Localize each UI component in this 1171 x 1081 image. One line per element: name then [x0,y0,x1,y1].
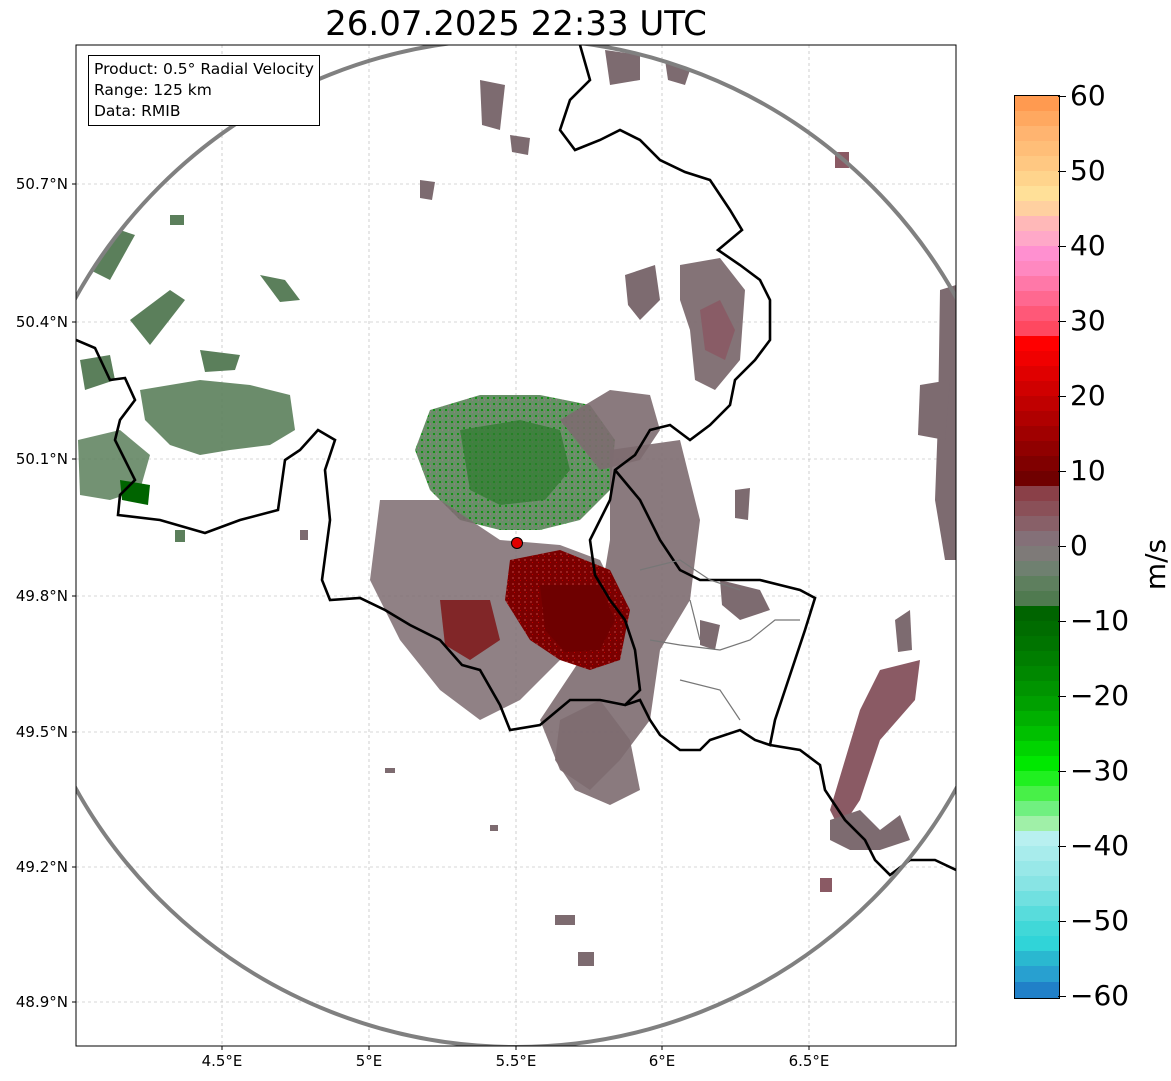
lat-label: 50.1°N [15,450,68,468]
colorbar-tick [1058,696,1066,697]
lon-label: 6.5°E [788,1052,830,1070]
lon-label: 4.5°E [201,1052,243,1070]
axis-ticks [72,183,810,1050]
colorbar-label: −10 [1070,604,1130,637]
data-source-line: Data: RMIB [94,102,181,120]
colorbar-label: 0 [1070,529,1088,562]
colorbar-tick [1058,546,1066,547]
colorbar-tick [1058,171,1066,172]
colorbar-label: 30 [1070,304,1106,337]
colorbar-tick [1058,771,1066,772]
lat-label: 50.4°N [15,313,68,331]
lat-label: 48.9°N [15,993,68,1011]
lat-label: 49.5°N [15,723,68,741]
colorbar-tick [1058,846,1066,847]
colorbar-tick [1058,921,1066,922]
colorbar-label: −40 [1070,829,1130,862]
internal-borders [639,559,800,721]
range-line: Range: 125 km [94,81,212,99]
borders [76,45,956,877]
radar-site-marker [511,537,523,549]
lon-label: 5°E [355,1052,383,1070]
colorbar-label: 60 [1070,79,1106,112]
lon-label: 6°E [648,1052,676,1070]
colorbar-label: 50 [1070,154,1106,187]
product-line: Product: 0.5° Radial Velocity [94,60,314,78]
colorbar-label: −50 [1070,904,1130,937]
colorbar [1014,95,1060,999]
colorbar-tick [1058,621,1066,622]
colorbar-label: −60 [1070,979,1130,1012]
colorbar-label: −20 [1070,679,1130,712]
colorbar-label: 20 [1070,379,1106,412]
colorbar-tick [1058,471,1066,472]
colorbar-tick [1058,396,1066,397]
colorbar-label: 40 [1070,229,1106,262]
radar-echoes [78,50,956,966]
map-title: 26.07.2025 22:33 UTC [325,4,707,44]
lat-label: 49.2°N [15,858,68,876]
lat-label: 50.7°N [15,175,68,193]
colorbar-tick [1058,246,1066,247]
lat-label: 49.8°N [15,587,68,605]
product-info-box: Product: 0.5° Radial Velocity Range: 125… [88,55,320,126]
colorbar-tick [1058,321,1066,322]
colorbar-tick [1058,996,1066,997]
colorbar-unit-label: m/s [1139,538,1171,591]
colorbar-tick [1058,96,1066,97]
lon-label: 5.5°E [495,1052,537,1070]
colorbar-label: 10 [1070,454,1106,487]
colorbar-label: −30 [1070,754,1130,787]
